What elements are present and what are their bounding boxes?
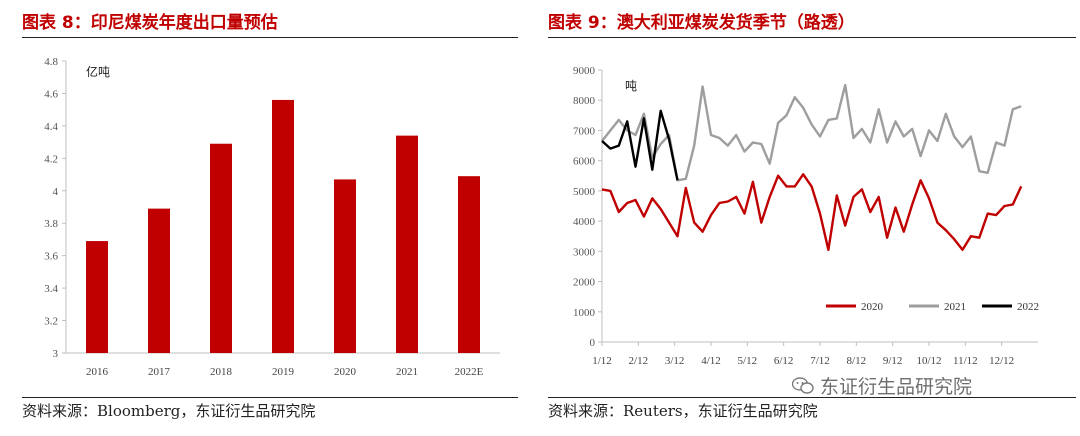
y-tick-label: 3.6 [44, 251, 58, 263]
y-tick-label: 4.4 [44, 121, 58, 133]
legend-label: 2022 [1017, 301, 1039, 313]
figure-9-bottom-rule [548, 397, 1076, 398]
series-line-2021 [601, 83, 1022, 182]
unit-label: 亿吨 [86, 64, 110, 79]
y-tick-label: 6000 [573, 156, 596, 168]
y-tick-label: 4000 [573, 216, 596, 228]
x-tick-label: 2016 [86, 366, 109, 378]
x-tick-label: 3/12 [665, 355, 685, 367]
y-tick-label: 4.8 [44, 56, 58, 68]
x-tick-label: 2020 [334, 366, 357, 378]
figure-8-bottom-rule [22, 397, 518, 398]
y-tick-label: 2000 [573, 277, 596, 289]
watermark: 东证衍生品研究院 [792, 372, 972, 399]
x-tick-label: 9/12 [883, 355, 903, 367]
y-tick-label: 5000 [573, 186, 596, 198]
y-tick-label: 3.2 [44, 316, 58, 328]
x-tick-label: 1/12 [592, 355, 612, 367]
bar [272, 99, 294, 353]
bar [334, 179, 356, 353]
bar [210, 143, 232, 353]
unit-label: 吨 [625, 79, 637, 93]
figure-8-title: 图表 8：印尼煤炭年度出口量预估 [22, 13, 278, 33]
y-tick-label: 9000 [573, 65, 596, 77]
x-tick-label: 2017 [148, 366, 171, 378]
bar [458, 176, 480, 353]
x-tick-label: 4/12 [701, 355, 721, 367]
y-tick-label: 4.2 [44, 153, 58, 165]
bar [148, 208, 170, 353]
watermark-text: 东证衍生品研究院 [820, 376, 973, 398]
x-tick-label: 7/12 [810, 355, 830, 367]
x-tick-label: 2019 [272, 366, 295, 378]
coal-export-bar-chart: 3 3.2 3.4 3.6 3.8 4 4.2 4.4 4.6 4.8 2016 2017 2018 20… [44, 56, 500, 378]
x-tick-label: 8/12 [847, 355, 867, 367]
y-tick-label: 3000 [573, 246, 596, 258]
wechat-icon [792, 377, 814, 394]
y-tick-label: 4.6 [44, 88, 58, 100]
y-tick-label: 1000 [573, 307, 596, 319]
x-tick-label: 2018 [210, 366, 233, 378]
x-tick-label: 12/12 [989, 355, 1014, 367]
y-tick-label: 3 [53, 348, 59, 360]
y-tick-label: 7000 [573, 125, 596, 137]
bar [86, 241, 108, 353]
y-tick-label: 8000 [573, 95, 596, 107]
x-tick-label: 2022E [455, 366, 484, 378]
figure-9-panel: 图表 9：澳大利亚煤炭发货季节（路透） 0 1000 2000 3000 4000 500… [545, 0, 1080, 436]
y-tick-label: 3.4 [44, 283, 58, 295]
figure-9-source: 资料来源：Reuters，东证衍生品研究院 [548, 402, 818, 420]
bar [396, 135, 418, 353]
x-tick-label: 2021 [396, 366, 418, 378]
figure-8-panel: 图表 8：印尼煤炭年度出口量预估 3 3.2 3.4 3.6 3.8 4 4.2 4.4 4.6… [0, 0, 530, 436]
y-tick-label: 3.8 [44, 218, 58, 230]
x-tick-label: 5/12 [738, 355, 758, 367]
series-line-2020 [601, 173, 1023, 252]
x-tick-label: 11/12 [953, 355, 978, 367]
x-tick-label: 6/12 [774, 355, 794, 367]
y-tick-label: 4 [53, 186, 59, 198]
figure-9-title: 图表 9：澳大利亚煤炭发货季节（路透） [548, 13, 855, 33]
legend-label: 2020 [861, 301, 884, 313]
legend-label: 2021 [944, 301, 966, 313]
figure-8-top-rule [22, 37, 518, 38]
figure-9-top-rule [548, 37, 1076, 38]
shipment-line-chart: 0 1000 2000 3000 4000 5000 6000 7000 8000 9000 1/1… [573, 65, 1039, 367]
y-tick-label: 0 [590, 337, 596, 349]
figure-8-source: 资料来源：Bloomberg，东证衍生品研究院 [22, 402, 316, 420]
x-tick-label: 2/12 [629, 355, 649, 367]
series-line-2022 [601, 109, 679, 181]
x-tick-label: 10/12 [916, 355, 941, 367]
